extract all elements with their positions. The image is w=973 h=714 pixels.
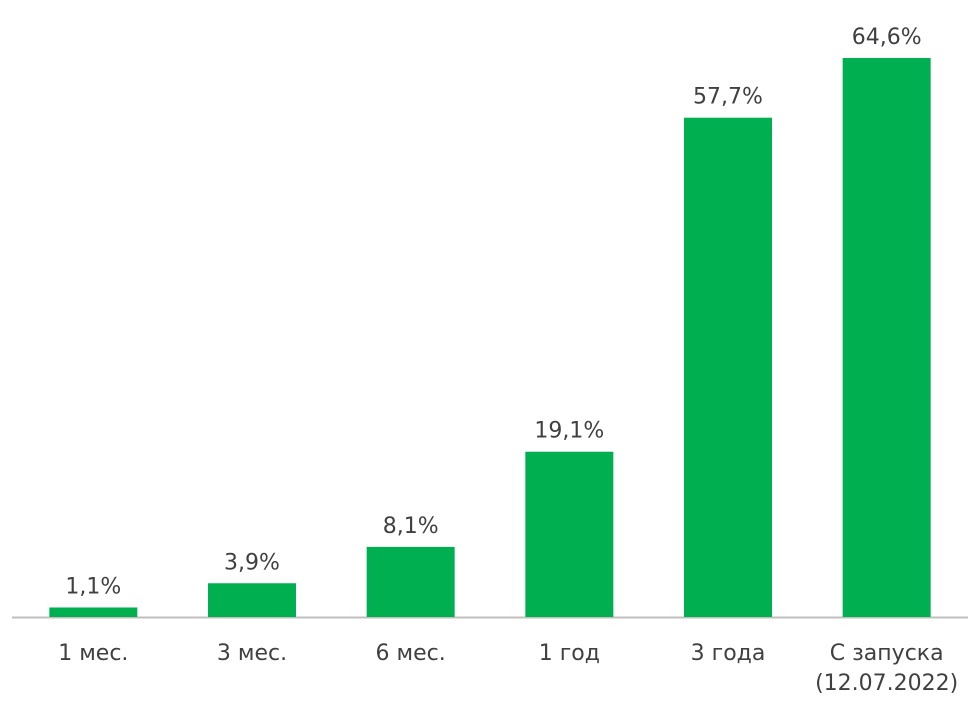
bar [525,451,614,617]
value-label: 19,1% [534,419,604,444]
x-tick-label: 3 года [690,641,766,666]
x-tick-label: 6 мес. [375,641,446,666]
x-tick-label: С запуска (12.07.2022) [815,641,959,696]
value-label: 64,6% [852,25,922,50]
value-label: 8,1% [383,514,439,539]
value-label: 57,7% [693,85,763,110]
bar [684,117,772,617]
x-tick-label: 1 год [538,641,600,666]
bar [366,546,455,617]
value-label: 1,1% [65,574,121,599]
x-tick-label: 1 мес. [58,641,129,666]
value-label: 3,9% [224,550,280,575]
bar [49,607,138,617]
x-tick-label: 3 мес. [216,641,288,666]
bar [208,583,296,617]
bar [842,58,931,617]
